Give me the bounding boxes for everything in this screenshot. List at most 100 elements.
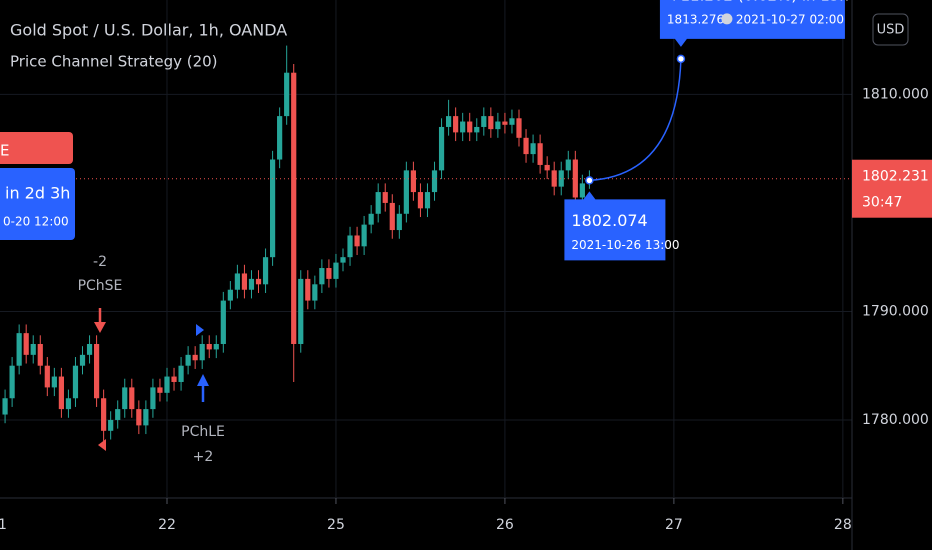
x-tick-label: 26 [496, 517, 514, 533]
candle-body [445, 116, 452, 127]
candle-body [417, 192, 424, 209]
candle-body [312, 284, 318, 301]
candle-body [164, 376, 170, 393]
candle-body [340, 257, 346, 263]
signal-box-blue [0, 168, 75, 240]
forecast-curve [589, 58, 682, 182]
candle-body [255, 278, 262, 285]
candle-body [115, 409, 121, 420]
candle-body [396, 213, 402, 231]
candle-body [72, 365, 79, 399]
currency-button[interactable] [872, 13, 909, 46]
candle-body [79, 354, 86, 366]
candle-body [291, 72, 297, 344]
candle-body [305, 278, 311, 301]
candle-body [277, 116, 283, 160]
candle-body [551, 170, 557, 187]
candle-body [199, 343, 205, 361]
candle-body [44, 365, 50, 388]
candle-body [495, 121, 501, 130]
candle-body [206, 343, 212, 350]
candle-body [23, 333, 29, 355]
candle-body [37, 343, 43, 366]
candle-body [579, 183, 585, 198]
candle-body [509, 118, 515, 125]
candle-body [438, 126, 445, 171]
candle-body [347, 235, 353, 258]
x-tick-label: 25 [327, 517, 345, 533]
candle-body [530, 143, 536, 155]
candle-body [572, 159, 578, 198]
countdown-label: 30:47 [862, 195, 902, 211]
chart-subtitle: Price Channel Strategy (20) [10, 53, 218, 71]
x-tick-label: 28 [834, 517, 852, 533]
candle-body [136, 409, 142, 426]
candle-body [171, 376, 177, 382]
candle-body [467, 121, 473, 133]
candle-body [354, 235, 360, 247]
candle-body [460, 121, 466, 133]
short-label: PChSE [78, 278, 123, 294]
candle-body [213, 343, 219, 350]
long-marker [196, 324, 204, 336]
forecast-to-price: 1813.276 [667, 12, 724, 26]
forecast-from-price: 1802.074 [571, 211, 647, 230]
chart-title: Gold Spot / U.S. Dollar, 1h, OANDA [10, 21, 287, 40]
candle-body [424, 192, 431, 209]
candle-body [558, 170, 564, 187]
candle-body [101, 398, 107, 431]
candle-body [361, 224, 367, 247]
candle-body [192, 354, 198, 361]
candle-body [129, 387, 135, 410]
candle-body [108, 419, 114, 431]
candle-body [474, 126, 480, 133]
candle-body [122, 387, 128, 410]
candle-body [368, 213, 374, 225]
candle-body [537, 143, 543, 165]
y-tick-label: 1810.000 [862, 86, 929, 102]
last-price-box [852, 159, 932, 218]
y-tick-label: 1780.000 [862, 412, 929, 428]
forecast-from-time: 2021-10-26 13:00 [571, 238, 679, 252]
candle-body [298, 278, 304, 344]
candle-body [9, 365, 15, 399]
candle-body [178, 365, 184, 382]
candle-body [333, 262, 339, 279]
candle-body [86, 343, 93, 355]
candle-body [431, 170, 438, 193]
signal-box-blue-line-1: in 2d 3h [5, 184, 70, 203]
short-marker [98, 439, 106, 451]
candle-body [241, 273, 248, 290]
candle-body [326, 268, 332, 279]
forecast-start-point [585, 176, 594, 185]
clock-icon [721, 13, 733, 25]
candle-body [453, 116, 459, 133]
candle-body [403, 170, 409, 214]
long-label: PChLE [181, 424, 225, 440]
candle-body [502, 121, 508, 125]
signal-box-red [0, 132, 73, 164]
candle-body [93, 343, 100, 399]
candle-body [185, 354, 191, 366]
x-tick-label: 22 [158, 517, 176, 533]
candle-body [2, 398, 8, 415]
candle-body [157, 387, 163, 393]
candle-body [227, 289, 233, 301]
candle-body [65, 398, 72, 410]
candle-body [481, 116, 487, 127]
candle-body [544, 164, 550, 171]
candle-body [262, 257, 269, 285]
candle-body [488, 116, 494, 130]
candle-body [410, 170, 416, 193]
candle-body [382, 192, 388, 203]
long-qty: +2 [193, 449, 214, 465]
forecast-to-time: 2021-10-27 02:00 [736, 12, 844, 26]
forecast-from-box [564, 191, 666, 261]
short-arrow-head [94, 322, 106, 333]
short-qty: -2 [93, 254, 107, 270]
signal-box-red-text: E [0, 142, 9, 160]
x-tick-label: 21 [0, 517, 7, 533]
candle-body [516, 118, 522, 138]
